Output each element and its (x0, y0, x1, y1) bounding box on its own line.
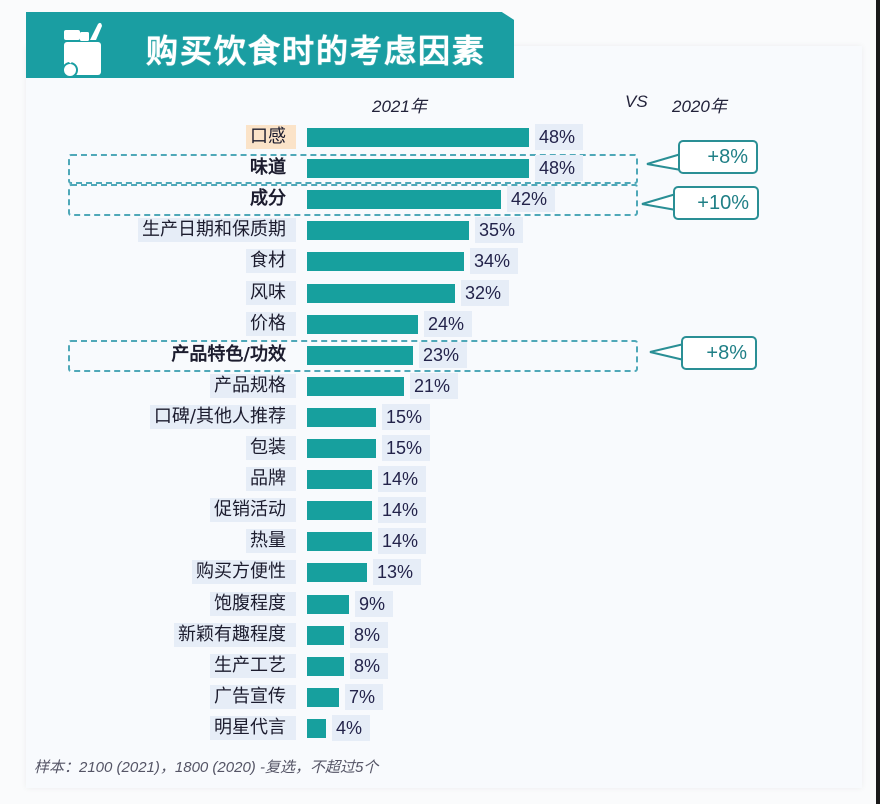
value-label: 13% (373, 559, 422, 586)
chart-row: 价格 24% (0, 310, 880, 338)
chart-row: 饱腹程度 9% (0, 590, 880, 618)
chart-row: 包装 15% (0, 434, 880, 462)
chart-row: 促销活动 14% (0, 496, 880, 524)
value-label: 8% (350, 621, 389, 648)
bar (307, 656, 344, 676)
grocery-bag-icon (50, 18, 120, 78)
bar (307, 625, 344, 645)
sample-footnote: 样本：2100 (2021)，1800 (2020) -复选，不超过5个 (34, 759, 379, 776)
chart-row: 味道 48% (0, 154, 880, 182)
chart-title: 购买饮食时的考虑因素 (146, 32, 487, 70)
value-label: 21% (410, 372, 459, 399)
bar (307, 221, 469, 241)
row-label: 饱腹程度 (210, 591, 296, 616)
bar (307, 470, 372, 490)
row-label: 产品规格 (210, 373, 296, 398)
bar (307, 687, 339, 707)
bar (307, 190, 501, 210)
chart-row: 产品规格 21% (0, 372, 880, 400)
row-label: 口碑/其他人推荐 (149, 404, 296, 429)
row-label: 广告宣传 (210, 684, 296, 709)
value-label: 14% (378, 497, 427, 524)
chart-row: 购买方便性 13% (0, 558, 880, 586)
row-label: 生产日期和保质期 (138, 218, 296, 243)
value-label: 15% (382, 435, 431, 461)
year-current-header: 2021年 (372, 97, 427, 116)
value-label: 14% (378, 528, 427, 555)
chart-row: 广告宣传 7% (0, 683, 880, 711)
callout-tail-ingredients (641, 193, 677, 211)
callout-tail-taste (646, 153, 682, 171)
bar (307, 376, 404, 396)
value-label: 15% (382, 403, 431, 430)
value-label: 14% (378, 466, 427, 493)
value-label: 34% (470, 248, 519, 275)
year-previous-header: 2020年 (672, 97, 727, 116)
bar (307, 594, 349, 614)
row-label: 热量 (246, 529, 296, 554)
row-label: 购买方便性 (192, 560, 296, 585)
bar (307, 345, 413, 365)
callout-taste: +8% (678, 140, 758, 174)
chart-row: 热量 14% (0, 527, 880, 555)
window-edge (876, 0, 880, 804)
bar (307, 283, 455, 303)
value-label: 48% (535, 155, 584, 182)
row-label: 品牌 (246, 467, 296, 492)
value-label: 35% (475, 217, 524, 244)
bar (307, 532, 372, 552)
row-label: 明星代言 (210, 715, 296, 740)
value-label: 24% (424, 310, 473, 337)
row-label: 产品特色/功效 (171, 343, 286, 365)
value-label: 32% (461, 279, 510, 306)
chart-row: 口感 48% (0, 123, 880, 151)
value-label: 4% (332, 714, 371, 741)
chart-row: 生产工艺 8% (0, 652, 880, 680)
value-label: 8% (350, 652, 389, 679)
bar (307, 439, 376, 458)
chart-row: 明星代言 4% (0, 714, 880, 742)
chart-row: 成分 42% (0, 185, 880, 213)
bar (307, 252, 464, 272)
bar (307, 159, 529, 179)
bar (307, 314, 418, 334)
value-label: 23% (419, 341, 468, 368)
row-label: 风味 (246, 280, 296, 305)
title-banner: 购买饮食时的考虑因素 (26, 12, 514, 78)
bar (307, 501, 372, 521)
row-label: 价格 (246, 311, 296, 336)
highlight-box-ingredients (68, 184, 638, 216)
row-label: 包装 (246, 436, 296, 460)
chart-row: 品牌 14% (0, 465, 880, 493)
chart-row: 产品特色/功效 23% (0, 341, 880, 369)
value-label: 9% (355, 590, 394, 617)
bar (307, 407, 376, 427)
highlight-box-product-features (68, 340, 638, 372)
row-label: 味道 (250, 157, 286, 179)
value-label: 7% (345, 683, 384, 710)
callout-tail-product-features (649, 343, 685, 361)
row-label: 成分 (250, 188, 286, 210)
bar (307, 718, 326, 738)
callout-ingredients: +10% (673, 186, 759, 220)
row-label: 口感 (246, 125, 296, 149)
chart-row: 风味 32% (0, 279, 880, 307)
bar (307, 563, 367, 583)
value-label: 42% (507, 186, 556, 213)
row-label: 生产工艺 (210, 653, 296, 678)
chart-row: 新颖有趣程度 8% (0, 621, 880, 649)
row-label: 促销活动 (210, 498, 296, 523)
value-label: 48% (535, 124, 584, 150)
chart-row: 食材 34% (0, 247, 880, 275)
chart-row: 生产日期和保质期 35% (0, 216, 880, 244)
chart-row: 口碑/其他人推荐 15% (0, 403, 880, 431)
highlight-box-taste (68, 154, 638, 184)
bar (307, 128, 529, 147)
row-label: 新颖有趣程度 (174, 622, 296, 647)
row-label: 食材 (246, 249, 296, 274)
vs-label: VS (625, 92, 648, 111)
callout-product-features: +8% (681, 336, 757, 370)
